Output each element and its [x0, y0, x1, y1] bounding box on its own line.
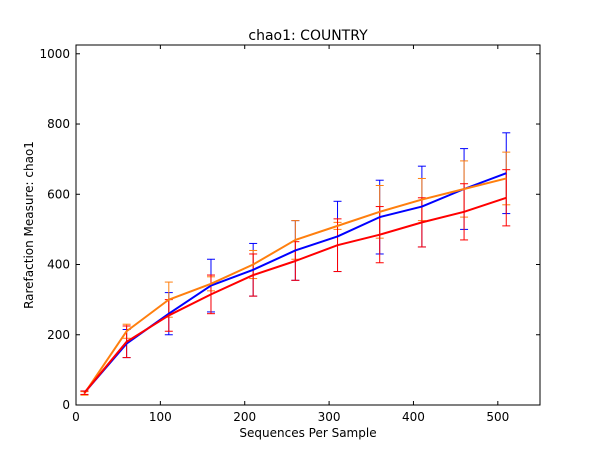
series-line-3	[83, 196, 507, 394]
chart-title: chao1: COUNTRY	[248, 28, 368, 44]
series-line-1	[83, 172, 507, 394]
y-tick-label: 1000	[39, 47, 70, 61]
y-tick-label: 800	[47, 117, 70, 131]
plot-frame	[75, 44, 541, 406]
x-tick-label: 500	[486, 410, 509, 424]
series-line-2	[83, 177, 507, 394]
plot-area: 0 100 200 300 400 500 0 200 400 600 800 1000	[39, 44, 541, 424]
y-axis-title: Rarefaction Measure: chao1	[22, 141, 36, 309]
x-axis-title: Sequences Per Sample	[239, 426, 376, 440]
y-tick-label: 600	[47, 187, 70, 201]
x-tick-label: 0	[72, 410, 80, 424]
x-tick-label: 100	[149, 410, 172, 424]
x-tick-label: 200	[233, 410, 256, 424]
y-tick-label: 400	[47, 258, 70, 272]
y-tick-label: 200	[47, 328, 70, 342]
y-tick-label: 0	[62, 398, 70, 412]
x-tick-label: 300	[318, 410, 341, 424]
x-tick-label: 400	[402, 410, 425, 424]
